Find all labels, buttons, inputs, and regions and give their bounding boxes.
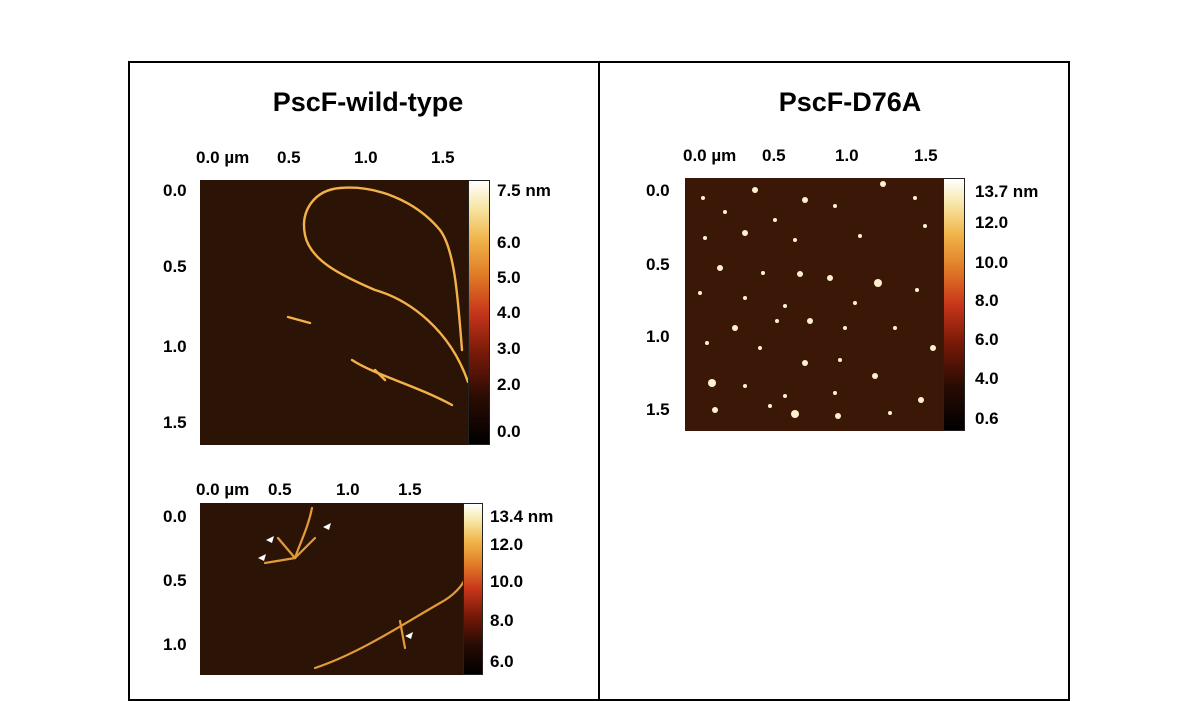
particle-field [698, 181, 936, 419]
x-tick-2: 1.0 [336, 480, 360, 499]
fibril-cluster-branch [293, 536, 317, 560]
y-tick-0: 0.0 [163, 507, 187, 526]
fibril-cluster-branch [276, 536, 297, 560]
cbar-label-2: 10.0 [490, 572, 524, 591]
x-tick-0: 0.0 µm [196, 480, 250, 499]
y-tick-3: 1.5 [646, 400, 670, 419]
cbar-label-0: 7.5 nm [497, 181, 551, 200]
y-tick-0: 0.0 [646, 181, 670, 200]
y-tick-1: 0.5 [163, 257, 187, 276]
x-tick-3: 1.5 [914, 146, 938, 165]
cbar-label-4: 3.0 [497, 339, 521, 358]
cbar-label-1: 12.0 [490, 535, 524, 554]
arrowhead-marker [258, 554, 266, 561]
afm-image-wild-type-2 [200, 503, 464, 675]
y-tick-0: 0.0 [163, 181, 187, 200]
panel-title-wild-type: PscF-wild-type [272, 87, 464, 117]
afm-image-wild-type-1 [200, 180, 468, 445]
fibril-kink [398, 619, 407, 650]
y-tick-2: 1.0 [163, 635, 187, 654]
cbar-label-3: 4.0 [497, 303, 521, 322]
colorbar-3 [943, 178, 965, 431]
cbar-label-3: 8.0 [490, 611, 514, 630]
x-tick-1: 0.5 [277, 148, 301, 167]
fibril-long [313, 579, 464, 670]
cbar-label-1: 12.0 [975, 213, 1009, 232]
cbar-label-1: 6.0 [497, 233, 521, 252]
cbar-label-5: 2.0 [497, 375, 521, 394]
colorbar-2 [463, 503, 483, 675]
fibril-tail [350, 358, 454, 407]
cbar-label-4: 6.0 [490, 652, 514, 671]
y-tick-3: 1.5 [163, 413, 187, 432]
x-tick-3: 1.5 [431, 148, 455, 167]
fibril-traces [258, 506, 464, 670]
cbar-label-4: 6.0 [975, 330, 999, 349]
fibril-loop [302, 186, 468, 384]
x-tick-2: 1.0 [354, 148, 378, 167]
fibril-cluster-branch [263, 556, 297, 565]
cbar-label-2: 10.0 [975, 253, 1009, 272]
x-tick-3: 1.5 [398, 480, 422, 499]
x-tick-2: 1.0 [835, 146, 859, 165]
y-tick-2: 1.0 [163, 337, 187, 356]
cbar-label-0: 13.7 nm [975, 182, 1039, 201]
cbar-label-5: 4.0 [975, 369, 999, 388]
fibril-traces [286, 186, 468, 407]
cbar-label-2: 5.0 [497, 268, 521, 287]
x-tick-0: 0.0 µm [683, 146, 737, 165]
panel-title-d76a: PscF-D76A [778, 87, 922, 117]
y-tick-1: 0.5 [646, 255, 670, 274]
fibril-branch [373, 368, 387, 382]
arrowhead-marker [405, 632, 413, 639]
cbar-label-3: 8.0 [975, 291, 999, 310]
colorbar-1 [468, 180, 490, 445]
cbar-label-6: 0.6 [975, 409, 999, 428]
cbar-label-6: 0.0 [497, 422, 521, 441]
arrowhead-marker [266, 536, 274, 543]
arrowhead-marker [323, 523, 331, 530]
fibril-short [286, 315, 312, 325]
y-tick-1: 0.5 [163, 571, 187, 590]
afm-image-d76a [685, 178, 943, 431]
x-tick-0: 0.0 µm [196, 148, 250, 167]
fibril-cluster [293, 506, 314, 560]
y-tick-2: 1.0 [646, 327, 670, 346]
cbar-label-0: 13.4 nm [490, 507, 554, 526]
x-tick-1: 0.5 [268, 480, 292, 499]
x-tick-1: 0.5 [762, 146, 786, 165]
panel-divider [598, 61, 600, 701]
